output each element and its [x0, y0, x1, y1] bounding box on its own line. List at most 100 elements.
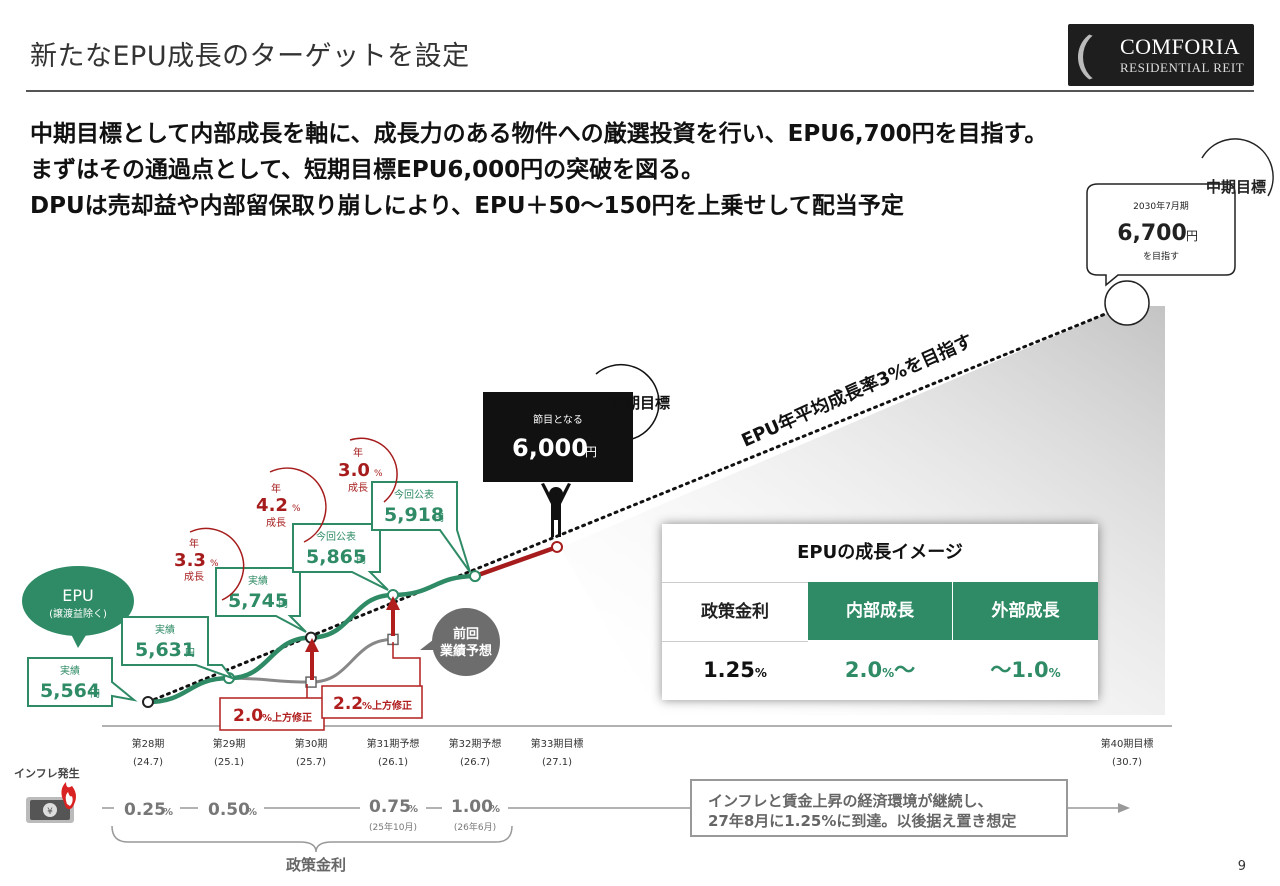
callout-1-value: 5,564	[40, 680, 100, 702]
mid-target-tag: 中期目標	[1206, 178, 1266, 196]
callout-5-unit: 円	[434, 513, 444, 524]
epu-val-internal-tilde: 〜	[894, 658, 916, 682]
revision-box-1: 2.0 %上方修正	[219, 684, 325, 731]
callout-1-unit: 円	[90, 689, 100, 700]
epu-col-internal: 内部成長	[808, 582, 952, 640]
money-fire-icon: ¥	[26, 782, 76, 823]
actual-point-4	[469, 570, 481, 583]
short-target-unit: 円	[585, 445, 597, 459]
x-tick-sub-6: (30.7)	[1112, 757, 1142, 768]
growth-2-bottom: 成長	[266, 517, 286, 529]
epu-val-external-pct: %	[1048, 666, 1061, 680]
x-tick-label-6: 第40期目標	[1101, 737, 1154, 750]
epu-val-external: 〜1.0%	[953, 640, 1098, 700]
growth-badge-2: 年 4.2 % 成長	[256, 467, 327, 543]
x-tick-label-1: 第29期	[213, 737, 246, 750]
logo: COMFORIA RESIDENTIAL REIT	[1068, 24, 1254, 86]
callout-5-value: 5,918	[384, 504, 444, 526]
revision-2-value: 2.2	[333, 694, 363, 714]
revision-box-2: 2.2 %上方修正	[321, 642, 423, 719]
rate-4-value: 1.00	[451, 797, 493, 817]
x-tick-label-2: 第30期	[295, 737, 328, 750]
epu-val-policy-rate-num: 1.25	[703, 658, 755, 682]
revision-2-suffix: %上方修正	[362, 699, 412, 712]
epu-val-policy-rate-pct: %	[754, 666, 767, 680]
mid-target-label: 2030年7月期	[1133, 200, 1189, 212]
policy-note-line-1: インフレと賃金上昇の経済環境が継続し、	[708, 792, 993, 810]
rate-3-pct: %	[408, 804, 418, 815]
callout-2: 実績 5,631 円	[121, 616, 235, 681]
epu-val-policy-rate: 1.25%	[662, 640, 808, 700]
growth-3-top: 年	[353, 446, 363, 459]
x-tick-label-5: 第33期目標	[531, 737, 584, 750]
x-tick-sub-0: (24.7)	[133, 757, 163, 768]
callout-1: 実績 5,564 円	[27, 657, 138, 707]
callout-3-label: 実績	[248, 574, 268, 587]
rate-2-value: 0.50	[208, 800, 250, 820]
rate-1-value: 0.25	[124, 800, 166, 820]
policy-rate-timeline: インフレ発生 ¥ 0.25 % 0.50 % 0.75 % (25年10月) 1…	[14, 766, 1130, 874]
revision-arrow-2	[386, 596, 400, 636]
growth-badge-3: 年 3.0 % 成長	[338, 437, 398, 503]
policy-bracket-label: 政策金利	[286, 856, 346, 874]
actual-point-0	[142, 696, 154, 708]
rate-4-pct: %	[490, 804, 500, 815]
lead-line-1: 中期目標として内部成長を軸に、成長力のある物件への厳選投資を行い、EPU6,70…	[30, 121, 1048, 147]
svg-text:¥: ¥	[47, 807, 53, 817]
epu-val-external-tilde: 〜	[990, 658, 1012, 682]
short-target-box: 節目となる 6,000 円 短期目標	[483, 363, 670, 537]
growth-1-pct: %	[210, 559, 219, 569]
revision-1-value: 2.0	[233, 706, 263, 726]
epu-growth-table: EPUの成長イメージ 政策金利 内部成長 外部成長 1.25% 2.0%〜 〜1…	[662, 524, 1098, 700]
rate-4-note: (26年6月)	[454, 821, 496, 833]
short-target-point	[551, 540, 563, 553]
revision-arrow-1	[305, 638, 319, 680]
x-tick-label-3: 第31期予想	[367, 737, 420, 750]
epu-bubble: EPU (譲渡益除く)	[22, 566, 134, 648]
callout-1-label: 実績	[60, 664, 80, 677]
callout-4-label: 今回公表	[316, 530, 356, 543]
x-axis-ticks: 第28期 (24.7) 第29期 (25.1) 第30期 (25.7) 第31期予想 (26.…	[132, 737, 1154, 768]
short-target-label: 節目となる	[533, 413, 583, 426]
callout-4-unit: 円	[356, 555, 366, 566]
rate-3-note: (25年10月)	[369, 821, 417, 833]
logo-line2: RESIDENTIAL REIT	[1120, 60, 1245, 75]
epu-val-internal: 2.0%〜	[808, 640, 952, 700]
page-number: 9	[1237, 859, 1246, 874]
callout-4: 今回公表 5,865 円	[292, 523, 389, 591]
callout-5-label: 今回公表	[394, 488, 434, 501]
growth-1-bottom: 成長	[184, 571, 204, 583]
growth-2-value: 4.2	[256, 495, 288, 516]
person-icon	[549, 487, 563, 501]
growth-3-pct: %	[374, 469, 383, 479]
rate-2-pct: %	[247, 807, 257, 818]
growth-badge-1: 年 3.3 % 成長	[174, 527, 245, 601]
prev-forecast-label-1: 前回	[453, 626, 479, 642]
callout-4-value: 5,865	[306, 546, 366, 568]
logo-mark-icon	[1078, 30, 1129, 84]
prev-forecast-label-2: 業績予想	[439, 643, 492, 659]
mid-target-box: 2030年7月期 6,700 円 を目指す 中期目標	[1086, 138, 1274, 326]
prev-forecast-bubble: 前回 業績予想	[420, 608, 500, 676]
callout-3-value: 5,745	[228, 590, 288, 612]
callout-5: 今回公表 5,918 円	[371, 481, 471, 573]
growth-1-value: 3.3	[174, 550, 206, 571]
policy-bracket	[111, 825, 513, 853]
epu-bubble-sub: (譲渡益除く)	[49, 607, 107, 620]
growth-2-pct: %	[292, 504, 301, 514]
inflation-label: インフレ発生	[14, 766, 80, 780]
short-target-tag: 短期目標	[610, 394, 670, 412]
page-title: 新たなEPU成長のターゲットを設定	[30, 41, 470, 72]
short-target-value: 6,000	[512, 434, 588, 462]
callout-3-unit: 円	[278, 599, 288, 610]
epu-val-internal-pct: %	[882, 666, 895, 680]
x-tick-label-4: 第32期予想	[449, 737, 502, 750]
epu-col-external: 外部成長	[953, 582, 1098, 640]
growth-3-value: 3.0	[338, 460, 370, 481]
segment-to-short-target	[474, 544, 558, 579]
x-tick-sub-4: (26.7)	[460, 757, 490, 768]
callout-2-value: 5,631	[135, 639, 195, 661]
epu-table-title: EPUの成長イメージ	[797, 542, 963, 563]
title-divider	[26, 90, 1254, 92]
growth-2-top: 年	[271, 482, 281, 495]
